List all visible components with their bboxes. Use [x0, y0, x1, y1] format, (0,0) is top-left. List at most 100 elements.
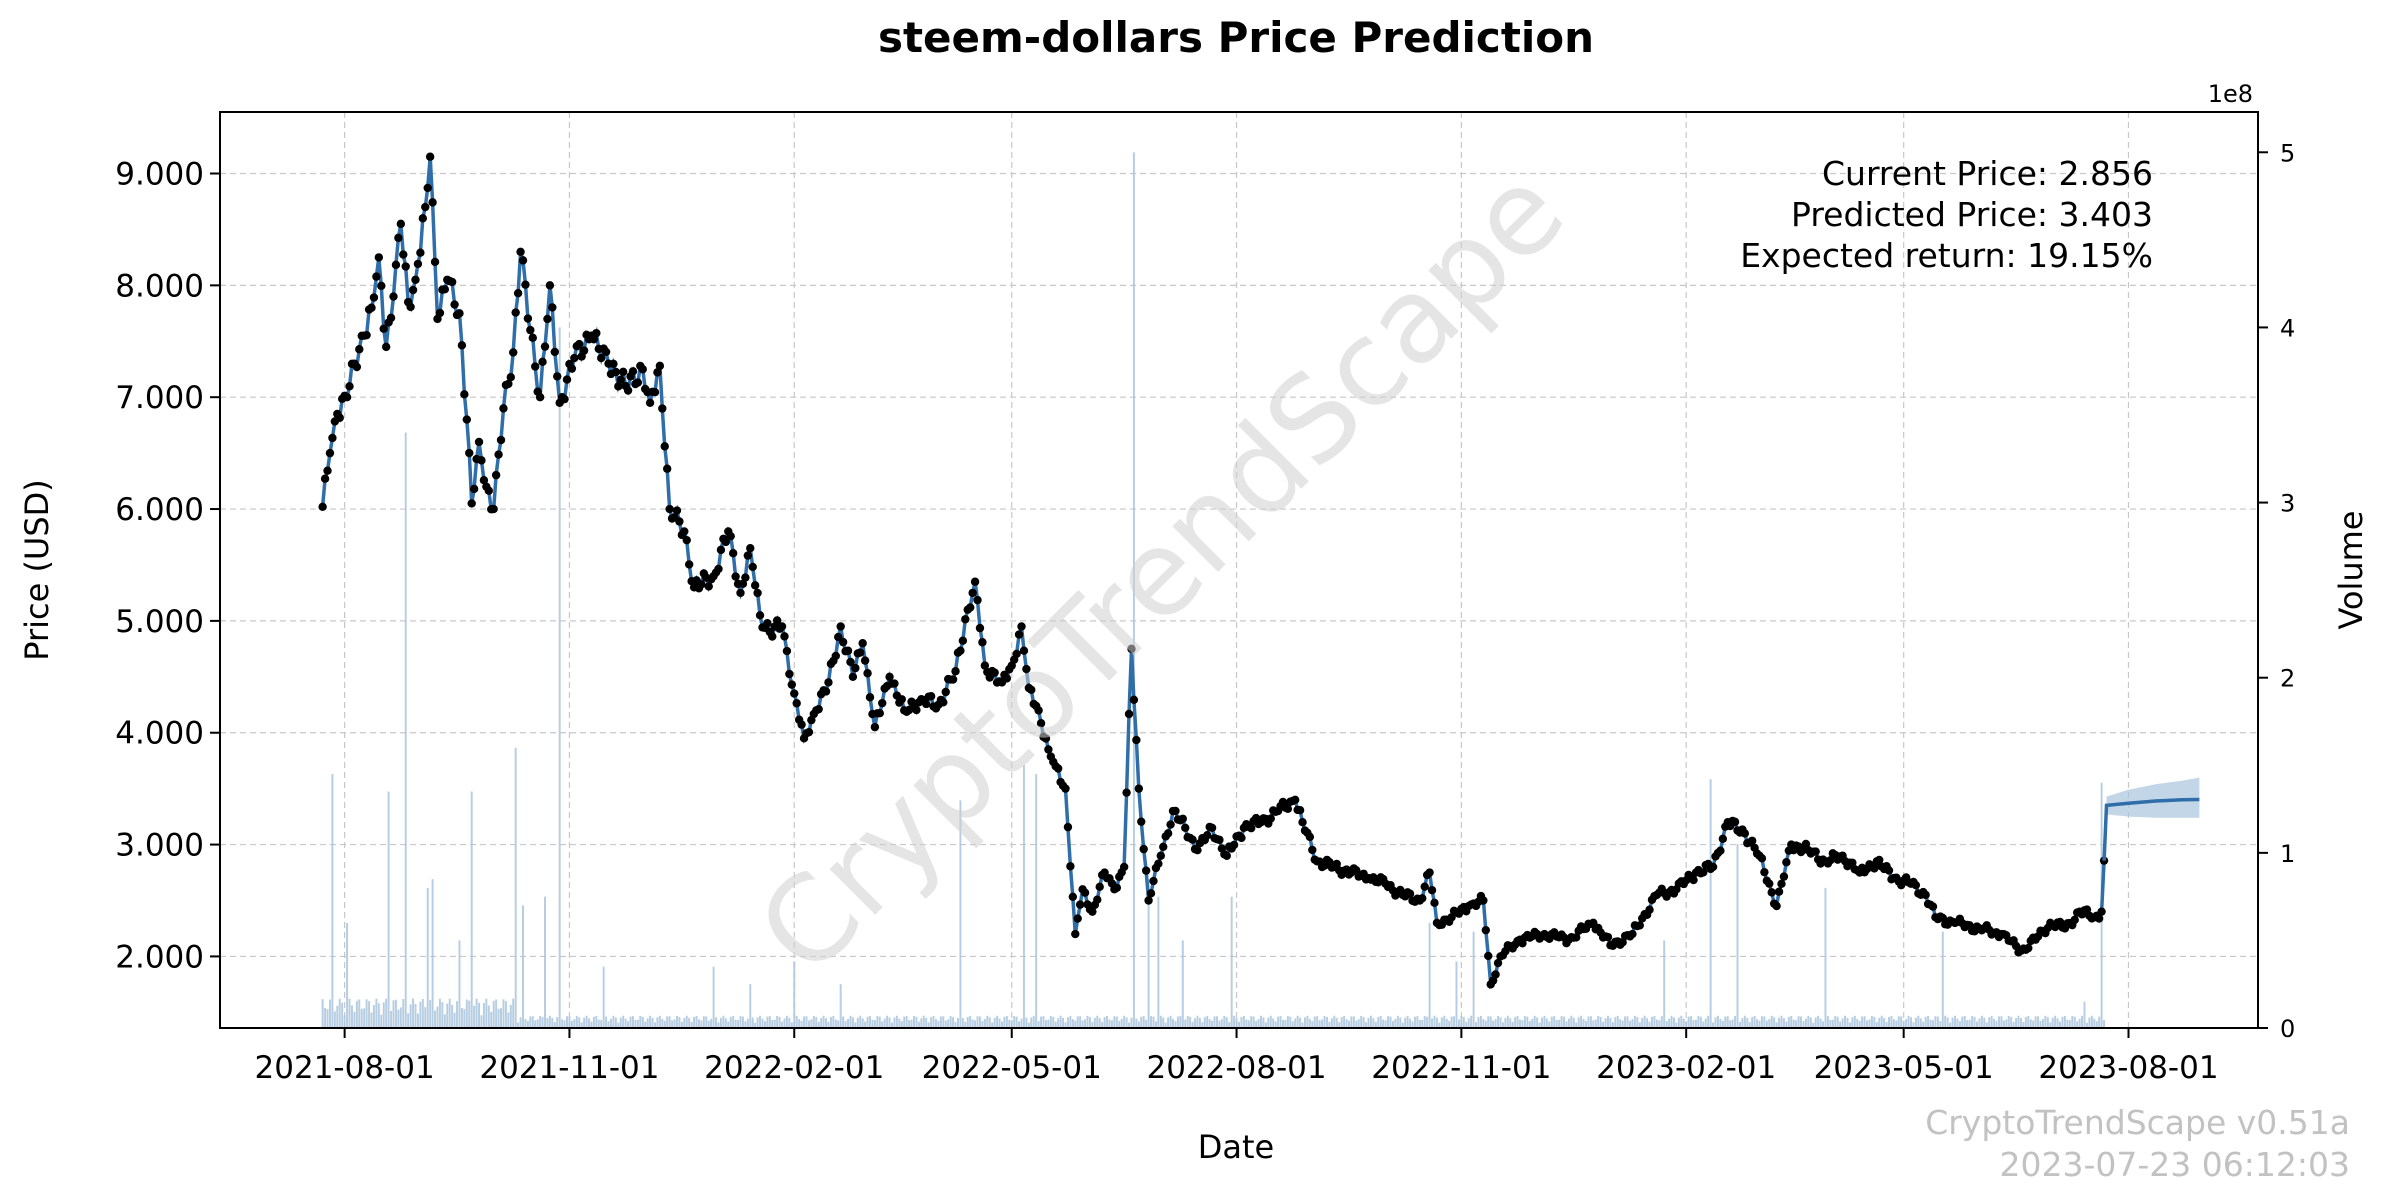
price-point	[406, 302, 415, 312]
price-point	[592, 328, 601, 338]
volume-bar	[507, 1012, 510, 1028]
volume-bar	[1418, 1019, 1421, 1028]
volume-bar	[1255, 1020, 1258, 1028]
volume-bar	[763, 1021, 766, 1028]
price-point	[856, 648, 865, 657]
volume-bar	[1008, 1019, 1011, 1028]
volume-bar	[2041, 1019, 2044, 1028]
price-points	[318, 152, 2109, 989]
price-point	[1112, 883, 1122, 892]
volume-bar	[1834, 1016, 1837, 1028]
volume-bar	[1286, 1016, 1289, 1028]
volume-bar	[1391, 1020, 1394, 1028]
price-point	[655, 361, 665, 371]
price-point	[575, 339, 584, 349]
volume-bar	[1878, 1018, 1881, 1028]
volume-bar	[495, 999, 498, 1028]
volume-bar	[817, 1022, 820, 1028]
volume-bar	[947, 1019, 950, 1028]
price-point	[1159, 842, 1168, 852]
x-tick-label: 2023-05-01	[1814, 1050, 1994, 1086]
volume-bar	[551, 1018, 554, 1028]
volume-bar	[1174, 1021, 1177, 1028]
volume-bar	[798, 1019, 801, 1028]
volume-bar	[1890, 1015, 1893, 1028]
volume-bar	[1682, 1018, 1685, 1028]
price-point	[814, 704, 823, 714]
volume-bar	[653, 1022, 656, 1028]
volume-bar	[661, 1019, 664, 1028]
volume-bar	[878, 1016, 881, 1028]
volume-bar	[614, 1017, 617, 1028]
volume-bar	[935, 1019, 937, 1028]
volume-bar	[788, 1017, 791, 1028]
volume-bar	[612, 1015, 615, 1028]
volume-bar	[1396, 1015, 1399, 1028]
volume-bar	[1492, 1020, 1495, 1028]
volume-bar	[385, 998, 388, 1028]
volume-bar	[1946, 1017, 1949, 1028]
price-point	[516, 247, 525, 257]
volume-bar	[1670, 1015, 1673, 1028]
y2-tick-label: 0	[2280, 1015, 2295, 1043]
price-point	[2094, 914, 2104, 923]
volume-bar	[1817, 1015, 1820, 1028]
price-point	[865, 693, 875, 702]
volume-bar	[1264, 1022, 1267, 1028]
volume-bar	[729, 1016, 732, 1028]
volume-bar	[1260, 1015, 1262, 1028]
price-point	[731, 572, 740, 581]
price-point	[489, 504, 498, 514]
price-point	[772, 616, 782, 625]
price-point	[550, 347, 559, 357]
volume-bar	[1533, 1015, 1536, 1028]
volume-bar	[368, 1001, 371, 1028]
price-point	[560, 394, 569, 404]
volume-bar	[1506, 1015, 1509, 1028]
volume-bar	[756, 1017, 759, 1028]
volume-bar	[1367, 1017, 1370, 1028]
volume-bar	[839, 984, 842, 1028]
volume-bar	[1076, 1016, 1079, 1028]
price-point	[447, 277, 457, 287]
price-point	[1075, 900, 1085, 909]
volume-bar	[1501, 1022, 1504, 1028]
volume-bar	[1313, 1016, 1316, 1028]
price-point	[1178, 814, 1187, 823]
volume-bar	[2034, 1016, 2037, 1028]
volume-bar	[502, 999, 505, 1028]
volume-bar	[1858, 1020, 1861, 1028]
price-point	[1425, 868, 1434, 877]
volume-bar	[2012, 1021, 2015, 1028]
price-point	[526, 325, 535, 335]
volume-bar	[1743, 1015, 1746, 1028]
volume-bar	[1049, 1015, 1052, 1028]
volume-bar	[1042, 1016, 1045, 1028]
volume-bar	[1580, 1015, 1583, 1028]
volume-bar	[1912, 1022, 1915, 1028]
volume-bar	[930, 1017, 933, 1028]
volume-bar	[891, 1022, 893, 1028]
price-point	[477, 456, 486, 465]
price-point	[741, 573, 750, 582]
volume-bar	[1868, 1019, 1871, 1028]
volume-bar	[600, 1020, 603, 1028]
volume-bar	[1954, 1015, 1956, 1028]
volume-bar	[1113, 1016, 1116, 1028]
volume-bar	[746, 1018, 749, 1028]
price-point	[2024, 943, 2033, 953]
price-point	[662, 464, 672, 473]
price-point	[645, 398, 655, 407]
volume-bar	[490, 1011, 493, 1028]
volume-bar	[1282, 1019, 1284, 1028]
price-point	[1689, 875, 1698, 885]
volume-bar	[544, 896, 546, 1028]
volume-bar	[1450, 1016, 1453, 1028]
volume-bar	[1748, 1022, 1751, 1028]
price-point	[1295, 806, 1305, 815]
volume-bar	[1431, 1018, 1434, 1028]
volume-bar	[1873, 1016, 1876, 1028]
price-point	[540, 342, 550, 351]
volume-bar	[1032, 1015, 1035, 1028]
volume-bar	[1956, 1018, 1959, 1028]
